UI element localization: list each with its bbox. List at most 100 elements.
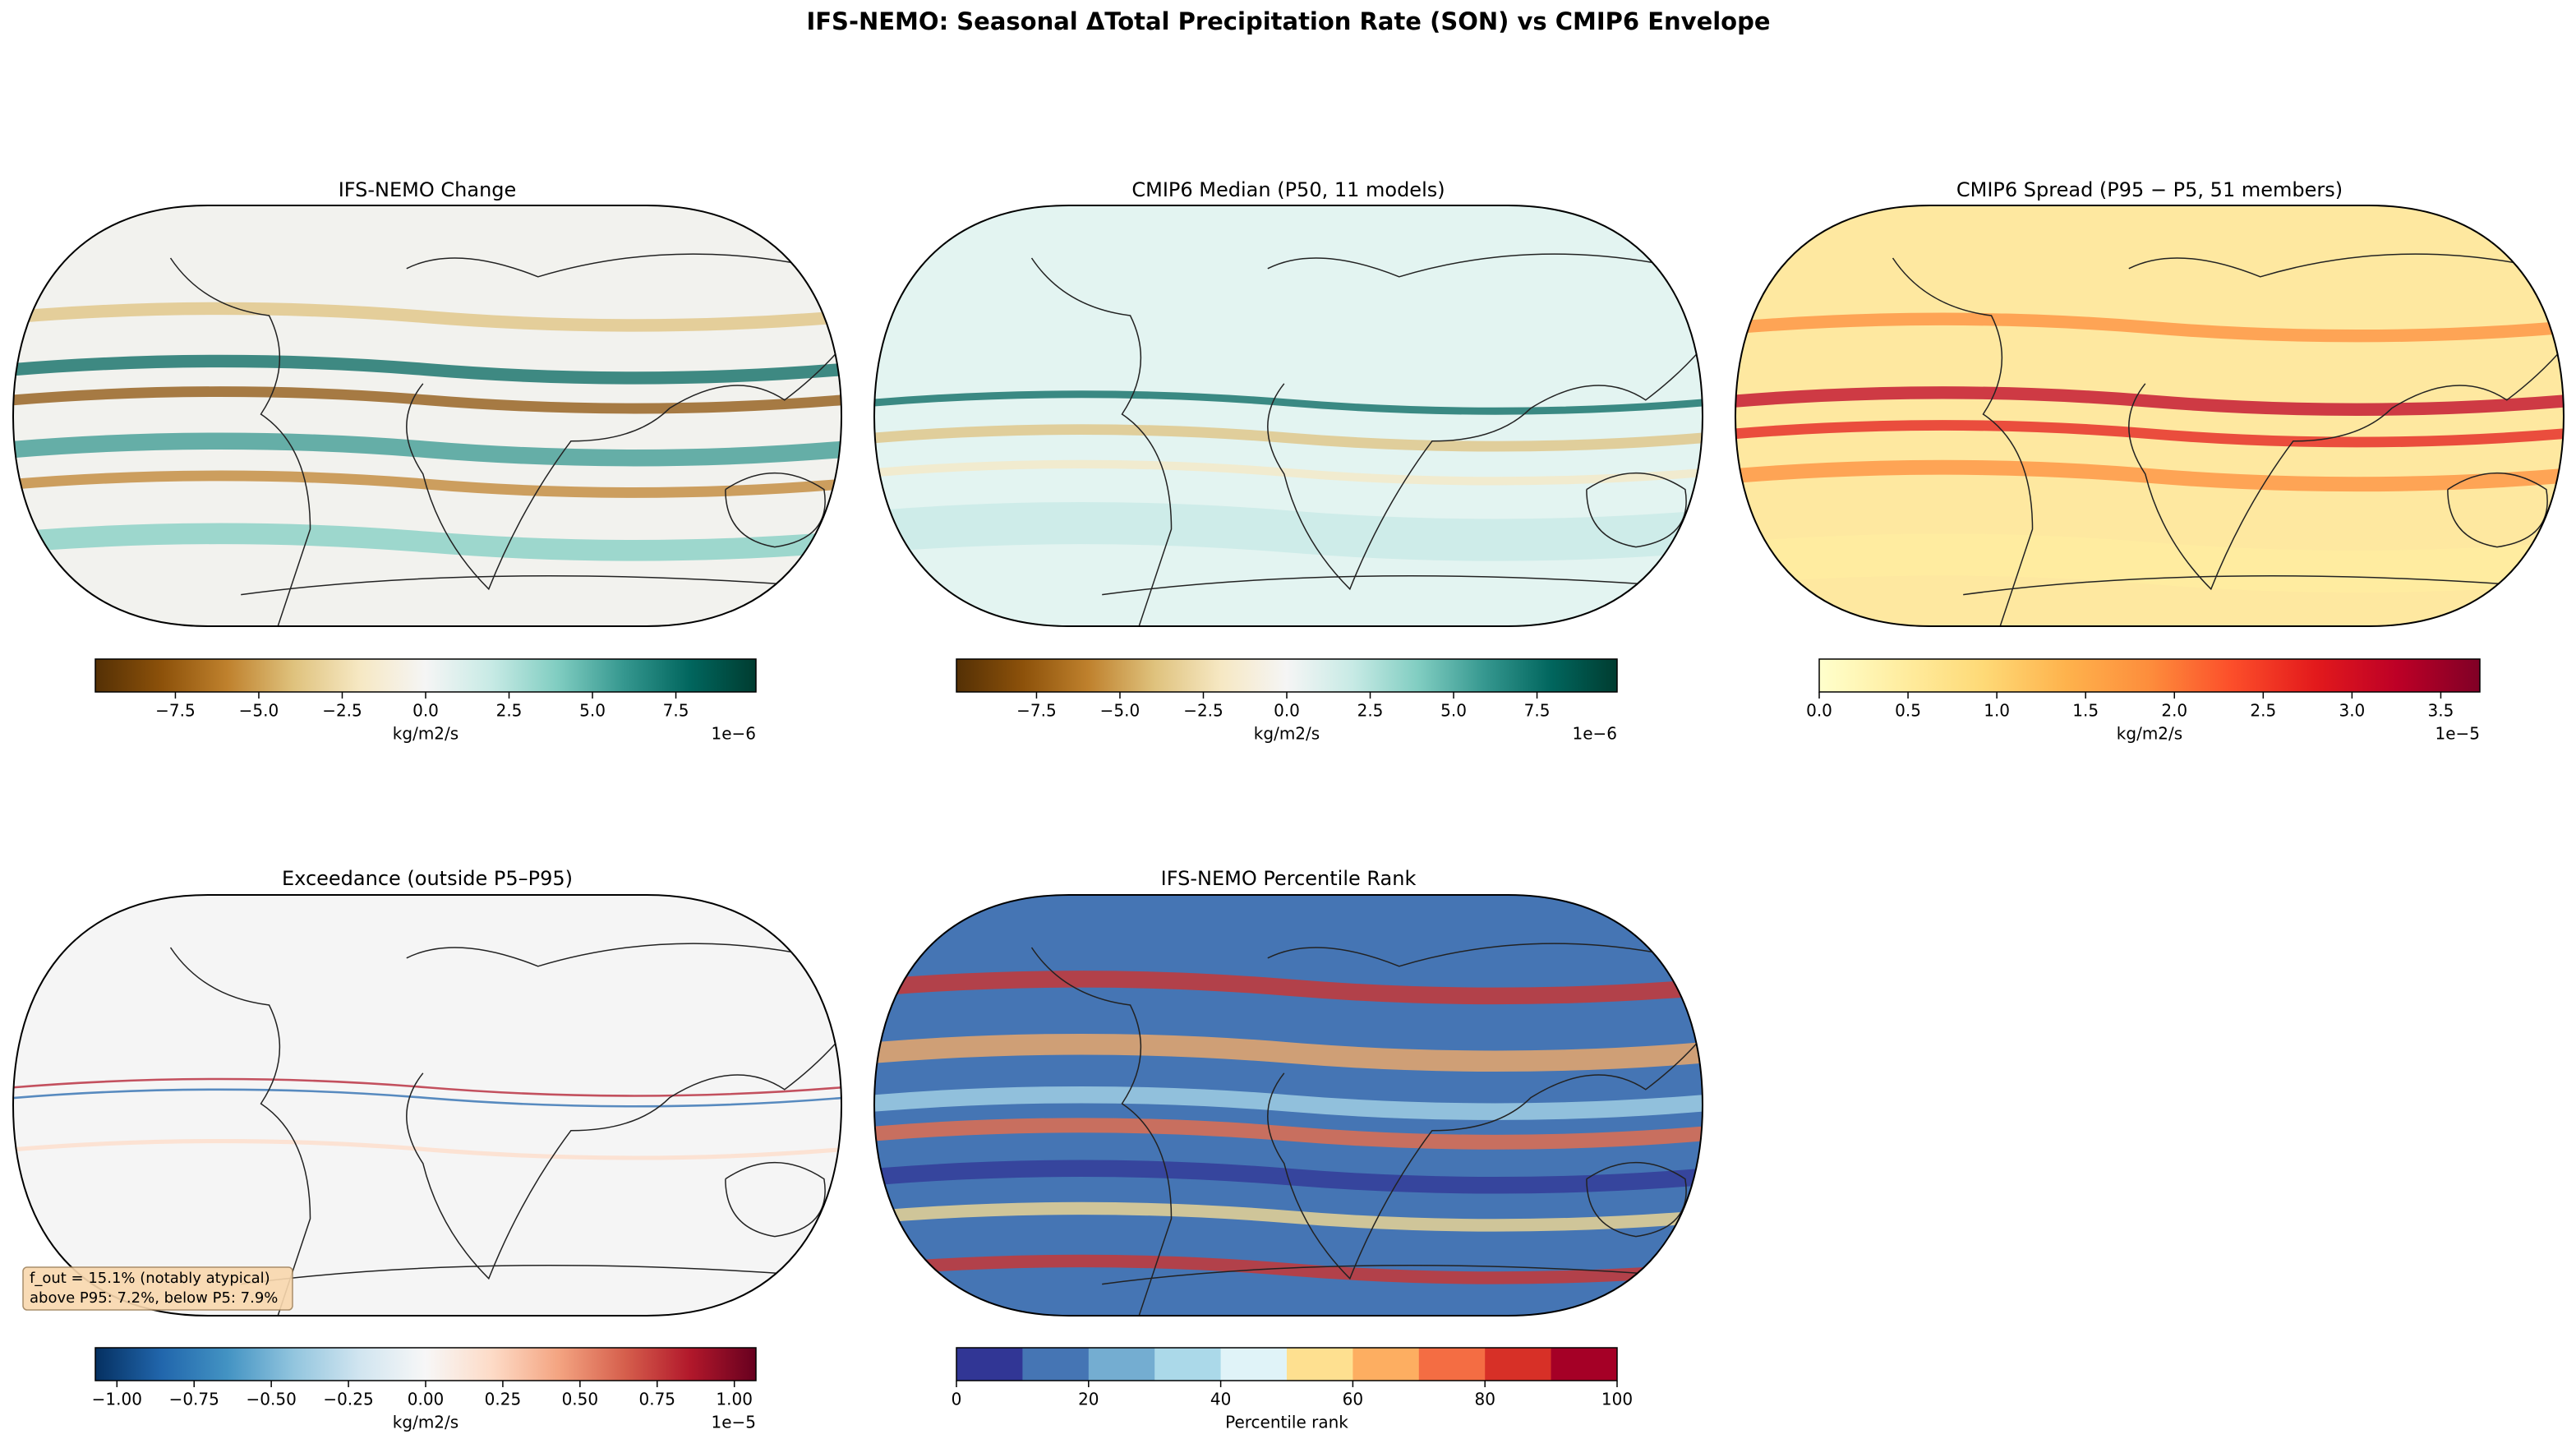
colorbar-offset: 1e−6 (711, 724, 756, 744)
colorbar-tick-label: −5.0 (1100, 701, 1141, 721)
field-band (874, 1033, 1703, 1072)
panel-title: IFS-NEMO Change (339, 178, 517, 201)
colorbar-tick-label: 0 (952, 1390, 962, 1409)
field-band (874, 1254, 1703, 1284)
colorbar-tick-label: 1.5 (2072, 701, 2099, 721)
map-field (874, 205, 1703, 626)
field-band (13, 1077, 841, 1097)
colorbar-segment (1287, 1348, 1353, 1381)
annotation-box (22, 1266, 293, 1311)
field-band (13, 302, 841, 332)
colorbar-tick-label: 0.0 (412, 701, 439, 721)
colorbar-offset: 1e−5 (711, 1413, 756, 1432)
field-band (1735, 312, 2564, 343)
colorbar-offset: 1e−5 (2435, 724, 2480, 744)
map (874, 895, 1703, 1316)
colorbar-tick-label: −5.0 (239, 701, 279, 721)
coastline (169, 943, 841, 1316)
colorbar (1819, 659, 2480, 692)
field-band (13, 354, 841, 385)
field-band (874, 1086, 1703, 1120)
colorbar-tick-label: 1.0 (1984, 701, 2010, 721)
field-band (1735, 459, 2564, 492)
colorbar-segment (956, 1348, 1023, 1381)
colorbar-tick-label: 1.00 (716, 1390, 753, 1409)
colorbar-tick-label: 2.5 (1357, 701, 1384, 721)
colorbar-tick-label: 20 (1078, 1390, 1099, 1409)
panel-title: CMIP6 Median (P50, 11 models) (1131, 178, 1445, 201)
colorbar-offset: 1e−6 (1572, 724, 1617, 744)
colorbar (956, 659, 1617, 692)
map-outline (1734, 205, 2565, 627)
map (13, 205, 841, 626)
colorbar-label: Percentile rank (1225, 1413, 1348, 1432)
colorbar-tick-label: 0.5 (1895, 701, 1921, 721)
field-band (874, 459, 1703, 486)
coastline (1892, 253, 2564, 626)
colorbar-tick-label: 3.5 (2428, 701, 2454, 721)
colorbar-tick-label: −7.5 (155, 701, 196, 721)
colorbar-tick-label: 0.00 (408, 1390, 445, 1409)
coastline (1030, 253, 1703, 626)
field-band (13, 1088, 841, 1108)
map-outline (12, 205, 843, 627)
map-field (13, 205, 841, 626)
colorbar-segment (1088, 1348, 1155, 1381)
panel-title: CMIP6 Spread (P95 − P5, 51 members) (1956, 178, 2343, 201)
colorbar-tick-label: −7.5 (1016, 701, 1057, 721)
colorbar-tick-label: 0.0 (1806, 701, 1832, 721)
colorbar-segment (1154, 1348, 1222, 1381)
colorbar-tick-label: 100 (1601, 1390, 1633, 1409)
colorbar-label: kg/m2/s (2117, 724, 2182, 744)
colorbar-tick-label: −1.00 (92, 1390, 142, 1409)
colorbar-tick-label: 7.5 (1524, 701, 1551, 721)
field-band (1735, 386, 2564, 416)
colorbar-tick-label: 5.0 (579, 701, 606, 721)
colorbar-tick-label: 5.0 (1440, 701, 1467, 721)
colorbar-tick-label: −2.5 (322, 701, 362, 721)
colorbar-tick-label: 2.5 (2250, 701, 2276, 721)
colorbar-label: kg/m2/s (393, 724, 459, 744)
map (874, 205, 1703, 626)
colorbar-segment (1353, 1348, 1420, 1381)
colorbar-tick-label: 0.25 (485, 1390, 522, 1409)
colorbar (95, 1348, 756, 1381)
field-band (874, 971, 1703, 1005)
colorbar-tick-label: −0.50 (247, 1390, 297, 1409)
annotation-text: f_out = 15.1% (notably atypical) (30, 1270, 270, 1287)
field-band (874, 1201, 1703, 1232)
field-band (13, 432, 841, 467)
colorbar-tick-label: −0.25 (323, 1390, 373, 1409)
colorbar (95, 659, 756, 692)
panel-title: Exceedance (outside P5–P95) (282, 867, 573, 890)
colorbar-segment (1485, 1348, 1552, 1381)
colorbar-segment (1220, 1348, 1288, 1381)
colorbar-tick-label: 0.0 (1274, 701, 1300, 721)
field-band (874, 424, 1703, 452)
colorbar-tick-label: 60 (1343, 1390, 1363, 1409)
field-band (1735, 533, 2564, 593)
colorbar-segment (1551, 1348, 1618, 1381)
field-band (874, 390, 1703, 415)
colorbar-label: kg/m2/s (393, 1413, 459, 1432)
field-band (13, 470, 841, 498)
colorbar-frame (1818, 658, 2481, 693)
colorbar-tick-label: −0.75 (169, 1390, 219, 1409)
colorbar-tick-label: 3.0 (2339, 701, 2365, 721)
colorbar-tick-label: 7.5 (663, 701, 689, 721)
map-outline (873, 894, 1704, 1317)
colorbar-frame (956, 1347, 1618, 1381)
colorbar-tick-label: −2.5 (1183, 701, 1223, 721)
map (13, 895, 841, 1316)
colorbar-tick-label: 0.50 (562, 1390, 599, 1409)
field-band (13, 386, 841, 414)
field-band (874, 1118, 1703, 1150)
field-band (874, 501, 1703, 561)
colorbar-tick-label: 80 (1474, 1390, 1495, 1409)
colorbar-tick-label: 40 (1210, 1390, 1231, 1409)
coastline (1030, 943, 1703, 1316)
map (1735, 205, 2564, 626)
figure-title: IFS-NEMO: Seasonal ΔTotal Precipitation … (806, 7, 1770, 35)
colorbar-tick-label: 0.75 (639, 1390, 676, 1409)
